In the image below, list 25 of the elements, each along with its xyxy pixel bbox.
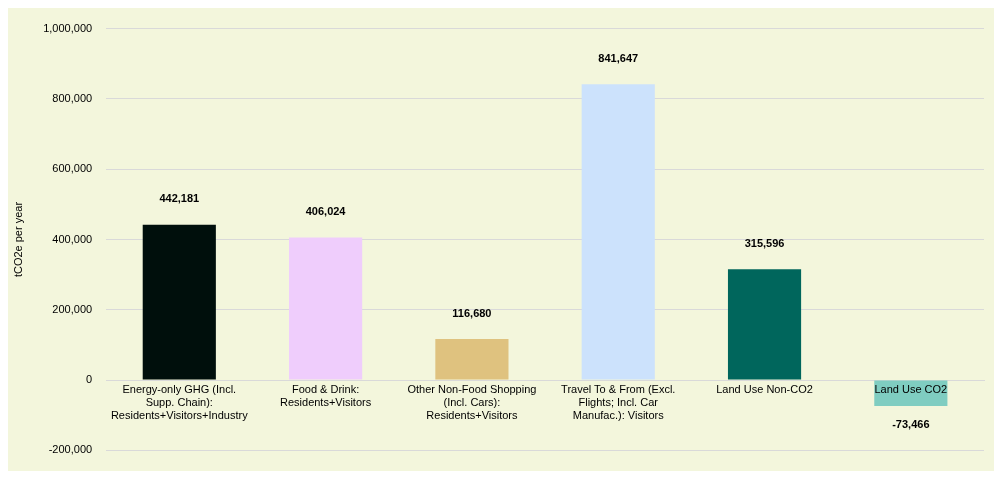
y-tick-label: 600,000	[52, 162, 93, 175]
y-tick-label: -200,000	[48, 443, 93, 456]
y-tick-label: 0	[86, 373, 93, 386]
x-tick-label: Other Non-Food Shopping (Incl. Cars): Residents+Visitors	[407, 382, 537, 422]
bar	[142, 224, 216, 380]
data-label: 116,680	[452, 306, 492, 319]
x-tick-label: Food & Drink: Residents+Visitors	[280, 382, 372, 408]
data-label: 841,647	[598, 51, 639, 64]
data-label: 406,024	[305, 204, 347, 217]
y-tick-label: 200,000	[52, 302, 93, 315]
y-tick-label: 1,000,000	[43, 21, 93, 34]
x-tick-label: Land Use Non-CO2	[716, 382, 813, 395]
x-tick-label: Land Use CO2	[874, 382, 948, 395]
bar	[727, 269, 802, 380]
x-tick-label: Energy-only GHG (Incl. Supp. Chain): Residents+Visitors+Industry	[110, 382, 249, 422]
x-tick-label: Travel To & From (Excl. Flights; Incl. Car Manufac.): Visitors	[561, 382, 676, 422]
y-tick-label: 800,000	[52, 91, 93, 104]
data-label: 315,596	[744, 236, 785, 249]
bar	[435, 339, 509, 380]
bar	[581, 84, 655, 380]
data-label: 442,181	[159, 192, 200, 205]
data-label: -73,466	[892, 418, 930, 431]
bar	[289, 237, 363, 380]
y-tick-label: 400,000	[52, 232, 93, 245]
y-axis-title: tCO2e per year	[11, 201, 24, 278]
